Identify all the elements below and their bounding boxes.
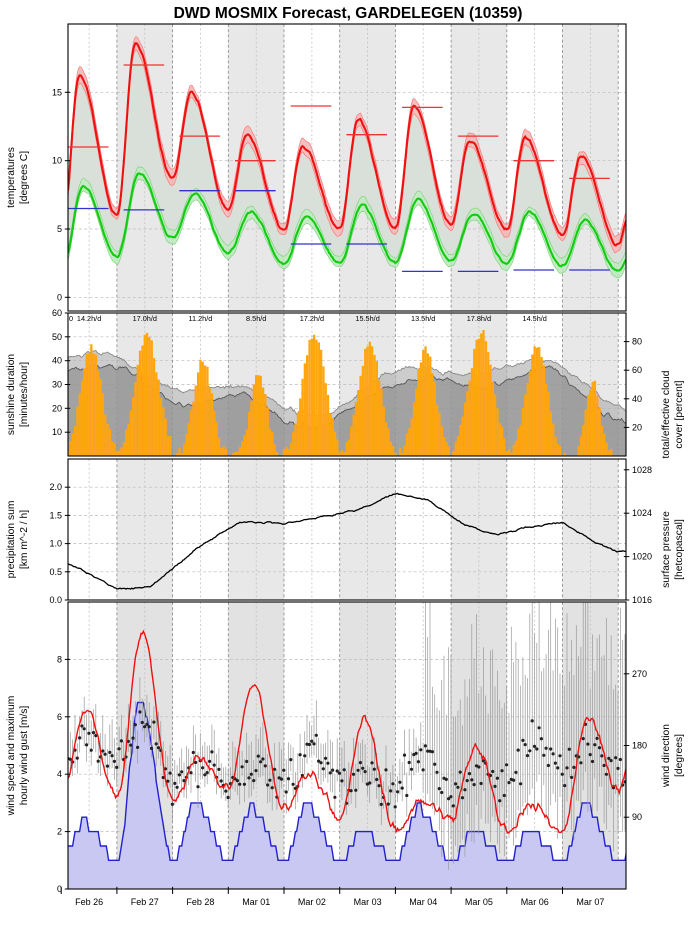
svg-text:270: 270 (632, 669, 647, 679)
svg-text:[hetcopascal]: [hetcopascal] (674, 519, 685, 580)
svg-text:[km m^-2 / h]: [km m^-2 / h] (19, 510, 30, 569)
svg-text:1.0: 1.0 (49, 539, 62, 549)
svg-text:cover [percent]: cover [percent] (674, 380, 685, 448)
svg-text:wind speed and maximum: wind speed and maximum (6, 696, 17, 817)
svg-text:[degrees C]: [degrees C] (19, 151, 30, 204)
svg-text:hourly wind gust [m/s]: hourly wind gust [m/s] (19, 706, 30, 806)
svg-text:8: 8 (57, 654, 62, 664)
svg-text:1016: 1016 (632, 595, 652, 605)
svg-text:60: 60 (52, 308, 62, 318)
svg-text:10: 10 (52, 427, 62, 437)
svg-text:6: 6 (57, 712, 62, 722)
svg-text:5: 5 (57, 224, 62, 234)
svg-text:180: 180 (632, 741, 647, 751)
svg-text:DWD MOSMIX Forecast, GARDELEGE: DWD MOSMIX Forecast, GARDELEGEN (10359) (174, 5, 523, 22)
svg-text:wind direction: wind direction (661, 724, 672, 788)
svg-text:60: 60 (632, 365, 642, 375)
svg-text:90: 90 (632, 812, 642, 822)
svg-text:15.5h/d: 15.5h/d (355, 314, 379, 323)
svg-text:2: 2 (57, 827, 62, 837)
svg-text:sunshine duration: sunshine duration (6, 354, 17, 436)
svg-text:0.0: 0.0 (49, 595, 62, 605)
svg-text:17.8h/d: 17.8h/d (467, 314, 491, 323)
svg-text:Mar 01: Mar 01 (242, 897, 270, 907)
svg-text:40: 40 (632, 394, 642, 404)
svg-text:0: 0 (57, 292, 62, 302)
svg-text:0: 0 (69, 314, 73, 323)
svg-text:surface pressure: surface pressure (661, 511, 672, 588)
svg-text:1028: 1028 (632, 465, 652, 475)
svg-text:1.5: 1.5 (49, 510, 62, 520)
svg-text:50: 50 (52, 332, 62, 342)
svg-text:precipitation sum: precipitation sum (6, 501, 17, 579)
svg-text:Feb 26: Feb 26 (75, 897, 103, 907)
svg-text:30: 30 (52, 380, 62, 390)
svg-text:11.2h/d: 11.2h/d (188, 314, 212, 323)
svg-text:4: 4 (57, 769, 62, 779)
svg-text:Mar 05: Mar 05 (465, 897, 493, 907)
svg-text:20: 20 (632, 422, 642, 432)
svg-text:Mar 02: Mar 02 (298, 897, 326, 907)
svg-text:17.2h/d: 17.2h/d (300, 314, 324, 323)
svg-text:80: 80 (632, 337, 642, 347)
svg-text:1024: 1024 (632, 508, 652, 518)
svg-text:Mar 03: Mar 03 (354, 897, 382, 907)
svg-text:10: 10 (52, 156, 62, 166)
svg-text:total/effective cloud: total/effective cloud (661, 370, 672, 458)
svg-text:Feb 28: Feb 28 (186, 897, 214, 907)
svg-text:Mar 04: Mar 04 (409, 897, 437, 907)
svg-text:Feb 27: Feb 27 (131, 897, 159, 907)
svg-text:Mar 06: Mar 06 (521, 897, 549, 907)
svg-text:14.5h/d: 14.5h/d (523, 314, 547, 323)
svg-text:40: 40 (52, 356, 62, 366)
svg-text:0.5: 0.5 (49, 567, 62, 577)
svg-text:[minutes/hour]: [minutes/hour] (19, 362, 30, 427)
svg-text:14.2h/d: 14.2h/d (77, 314, 101, 323)
svg-text:17.0h/d: 17.0h/d (133, 314, 157, 323)
svg-text:Mar 07: Mar 07 (576, 897, 604, 907)
svg-text:20: 20 (52, 403, 62, 413)
svg-text:15: 15 (52, 87, 62, 97)
svg-text:8.5h/d: 8.5h/d (246, 314, 266, 323)
svg-text:2.0: 2.0 (49, 482, 62, 492)
svg-text:13.5h/d: 13.5h/d (411, 314, 435, 323)
svg-text:1020: 1020 (632, 552, 652, 562)
svg-text:[degrees]: [degrees] (674, 734, 685, 777)
svg-text:temperatures: temperatures (6, 147, 17, 208)
